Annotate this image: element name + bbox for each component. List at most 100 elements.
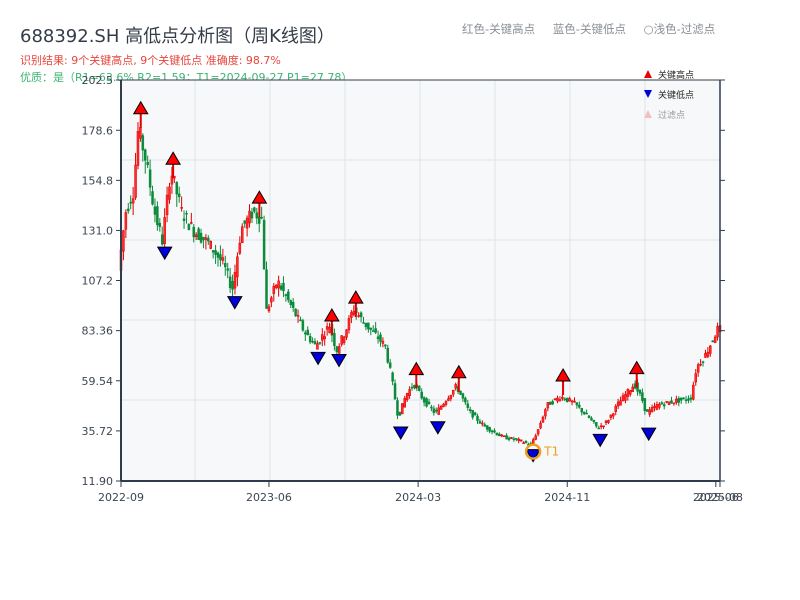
candle-body [437, 407, 440, 415]
candle-body [565, 397, 569, 402]
candle-body [156, 206, 159, 226]
candle-body [430, 406, 433, 409]
candle-body [131, 198, 135, 204]
candle-body [643, 398, 647, 412]
candle-body [442, 403, 445, 407]
hint-blue-low: 蓝色-关键低点 [552, 22, 626, 36]
candle-body [202, 236, 205, 241]
candle-body [466, 403, 470, 408]
candle-body [299, 319, 302, 322]
candle-body [539, 422, 542, 429]
candle-body [388, 362, 392, 368]
candle-body [241, 226, 244, 244]
candle-body [362, 322, 365, 324]
candle-body [544, 409, 547, 417]
candle-body [716, 326, 719, 338]
candle-body [129, 201, 132, 204]
candle-body [187, 223, 191, 231]
candle-body [561, 396, 564, 399]
key-low-marker-icon [392, 426, 409, 441]
legend-filtered: 过滤点 [644, 104, 694, 124]
candle-body [483, 424, 487, 427]
candle-body [381, 340, 385, 344]
candle-body [478, 421, 482, 424]
candle-body [342, 336, 346, 343]
candle-body [493, 430, 496, 433]
candle-body [338, 346, 341, 354]
candle-body [512, 438, 516, 441]
candle-body [347, 318, 351, 331]
candle-body [374, 328, 377, 333]
candle-body [221, 257, 225, 261]
candle-body [558, 399, 562, 401]
candle-body [655, 404, 659, 410]
candle-body [604, 420, 608, 423]
candle-body [498, 433, 501, 437]
candle-body [141, 135, 145, 151]
candle-body [609, 414, 613, 418]
candle-body [699, 363, 702, 366]
key-low-marker-icon [226, 296, 243, 310]
result-summary: 识别结果: 9个关键高点, 9个关键低点 准确度: 98.7% [20, 54, 281, 67]
candle-body [672, 402, 676, 405]
candle-body [541, 416, 545, 423]
key-high-marker-icon [450, 364, 467, 379]
candle-body [461, 393, 465, 399]
candle-body [536, 429, 540, 435]
candle-body [175, 182, 179, 195]
candle-body [182, 218, 186, 221]
candle-body [236, 256, 239, 278]
candle-body [447, 398, 450, 401]
t1-label: T1 [543, 445, 559, 459]
candle-body [153, 206, 157, 215]
candle-body [321, 334, 324, 341]
hint-light-filtered: ○浅色-过滤点 [643, 22, 716, 36]
candle-body [619, 400, 622, 406]
legend-key-high: 关键高点 [644, 64, 694, 84]
candle-body [228, 276, 232, 289]
candle-body [207, 237, 210, 242]
candle-body [507, 437, 511, 440]
candle-body [439, 406, 443, 410]
candle-body [485, 425, 489, 430]
x-tick-label: 2024-03 [395, 491, 441, 504]
blue-down-triangle-icon [644, 90, 652, 98]
candle-body [665, 401, 668, 403]
candle-body [296, 315, 300, 317]
candle-body [224, 263, 227, 268]
candle-body [384, 344, 387, 347]
candle-body [713, 336, 717, 343]
candle-body [638, 390, 642, 394]
candle-body [204, 237, 208, 240]
candle-body [291, 301, 295, 308]
candle-body [124, 212, 128, 230]
candle-body [127, 208, 130, 212]
candle-body [262, 219, 266, 270]
candle-body [468, 409, 472, 411]
candle-body [398, 411, 402, 416]
candle-body [359, 312, 363, 318]
y-tick-label: 59.54 [82, 375, 114, 388]
candle-body [420, 391, 423, 399]
candle-body [616, 401, 620, 407]
candle-body [260, 217, 263, 219]
candle-body [575, 402, 579, 406]
candle-body [689, 397, 693, 400]
y-tick-label: 107.2 [82, 275, 114, 288]
candle-body [488, 427, 491, 432]
candle-body [253, 207, 256, 212]
candle-body [563, 398, 567, 401]
y-tick-label: 131.0 [82, 224, 114, 237]
candle-body [231, 281, 234, 290]
candle-body [369, 327, 373, 330]
candle-body [432, 408, 436, 413]
candle-body [675, 398, 678, 403]
candle-body [393, 383, 397, 400]
candle-body [687, 398, 690, 401]
candle-body [684, 399, 688, 401]
candle-body [670, 400, 673, 404]
candle-body [272, 285, 276, 294]
candle-body [532, 439, 535, 444]
candle-body [160, 234, 164, 245]
candle-body [144, 149, 147, 161]
